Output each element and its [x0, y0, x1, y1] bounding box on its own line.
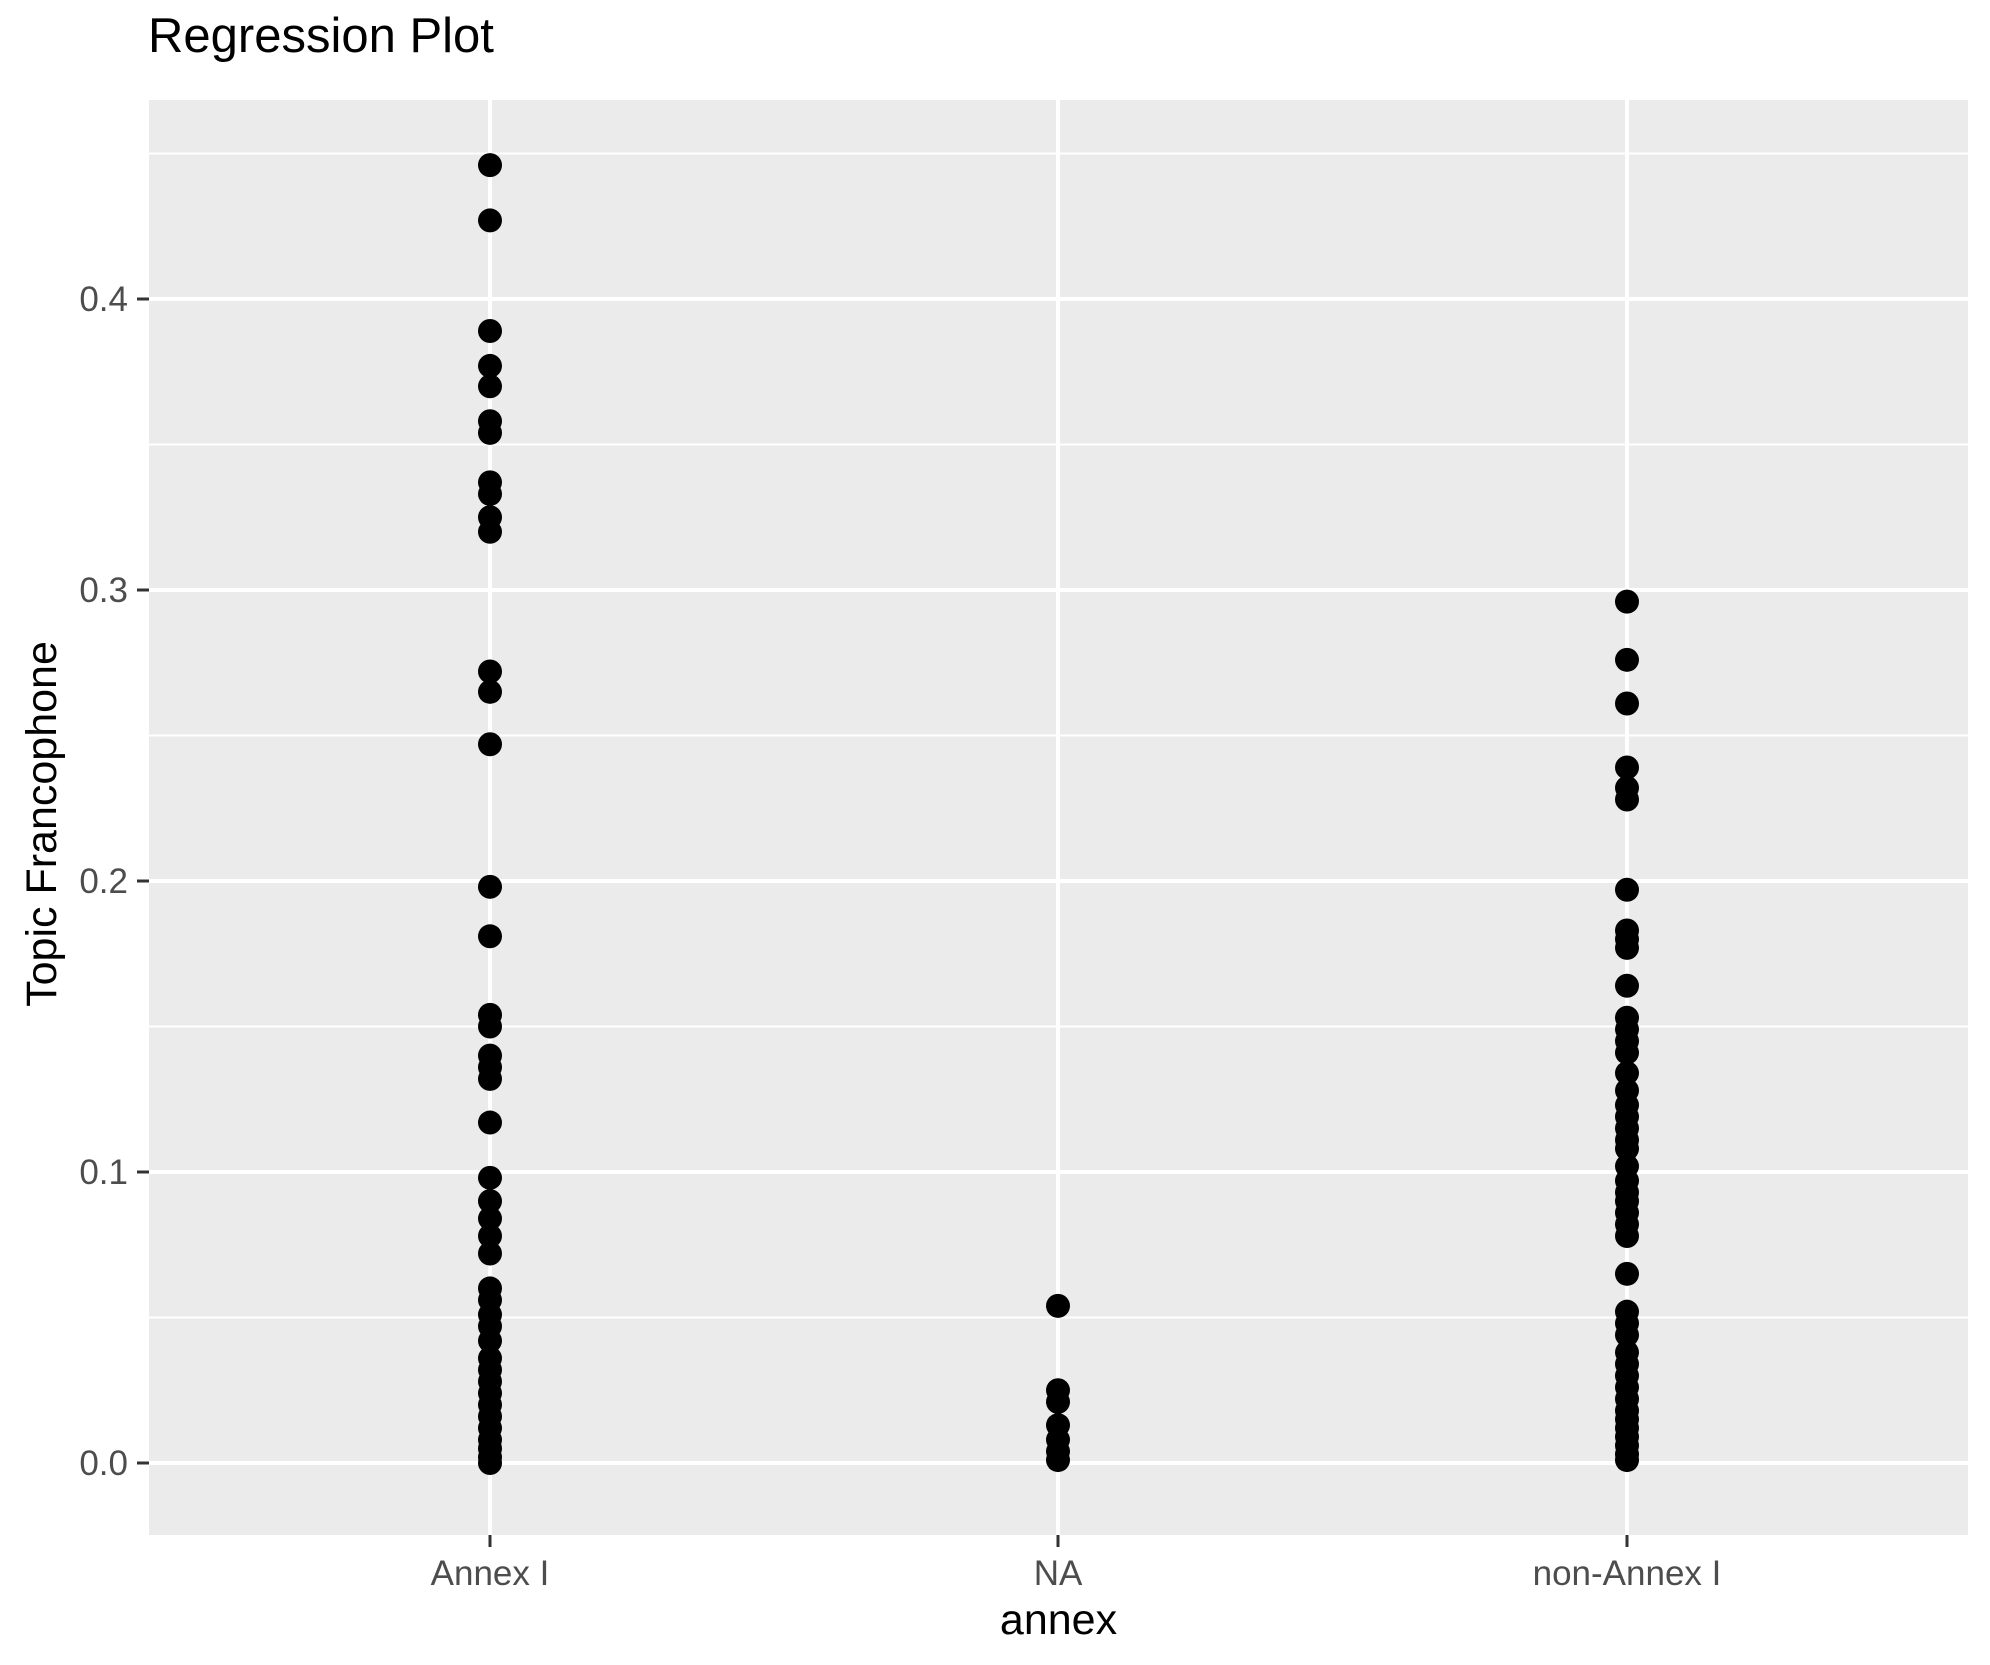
data-point	[1615, 1040, 1639, 1065]
data-point	[478, 1189, 502, 1214]
data-point	[478, 481, 502, 506]
data-point	[478, 1014, 502, 1039]
y-tick-label: 0.0	[79, 1444, 128, 1483]
data-point	[1615, 691, 1639, 716]
data-point	[1615, 935, 1639, 960]
data-point	[478, 153, 502, 178]
y-axis-title: Topic Francophone	[18, 641, 66, 1007]
data-point	[478, 924, 502, 949]
y-tick-label: 0.3	[79, 571, 128, 610]
data-point	[478, 374, 502, 399]
data-point	[478, 659, 502, 684]
data-point	[478, 1451, 502, 1475]
y-tick-label: 0.2	[79, 862, 128, 901]
data-point	[478, 679, 502, 704]
data-point	[478, 1066, 502, 1091]
data-point	[1615, 1136, 1639, 1161]
x-tick-label: NA	[1034, 1554, 1083, 1593]
x-tick-label: non-Annex I	[1533, 1554, 1722, 1593]
data-point	[478, 1165, 502, 1190]
data-point	[478, 420, 502, 445]
data-point	[1615, 1322, 1639, 1347]
data-point	[1615, 1448, 1639, 1473]
data-point	[478, 319, 502, 344]
data-point	[1615, 877, 1639, 902]
data-point	[478, 1206, 502, 1231]
y-tick-label: 0.4	[79, 280, 128, 319]
data-point	[1615, 1224, 1639, 1249]
data-point	[1615, 755, 1639, 780]
plot-title: Regression Plot	[148, 9, 494, 63]
data-point	[1046, 1293, 1070, 1318]
data-point	[478, 519, 502, 544]
x-tick-label: Annex I	[431, 1554, 550, 1593]
data-point	[1615, 589, 1639, 614]
data-point	[478, 353, 502, 378]
data-point	[1615, 973, 1639, 998]
data-point	[1046, 1448, 1070, 1473]
data-point	[1615, 787, 1639, 812]
data-point	[1046, 1389, 1070, 1414]
x-axis-title: annex	[999, 1596, 1118, 1644]
data-point	[1615, 1261, 1639, 1286]
y-tick-label: 0.1	[79, 1153, 128, 1192]
data-point	[1615, 1061, 1639, 1086]
data-point	[478, 874, 502, 899]
data-point	[478, 208, 502, 233]
data-point	[1615, 647, 1639, 672]
data-point	[478, 1224, 502, 1249]
data-point	[478, 1241, 502, 1266]
data-point	[478, 1328, 502, 1353]
data-point	[478, 732, 502, 757]
data-point	[478, 1110, 502, 1135]
